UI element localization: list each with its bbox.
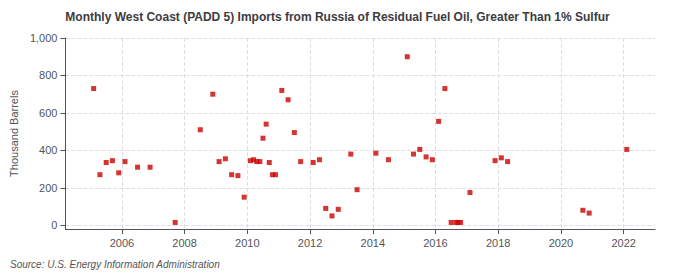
svg-text:800: 800 bbox=[39, 69, 57, 81]
svg-text:0: 0 bbox=[51, 219, 57, 231]
svg-text:Source: U.S. Energy Informatio: Source: U.S. Energy Information Administ… bbox=[10, 259, 220, 270]
svg-text:400: 400 bbox=[39, 144, 57, 156]
svg-text:2018: 2018 bbox=[486, 237, 510, 249]
svg-text:2012: 2012 bbox=[298, 237, 322, 249]
svg-text:2020: 2020 bbox=[549, 237, 573, 249]
svg-text:Thousand Barrels: Thousand Barrels bbox=[8, 90, 20, 177]
svg-text:2008: 2008 bbox=[172, 237, 196, 249]
svg-text:2016: 2016 bbox=[423, 237, 447, 249]
svg-text:2022: 2022 bbox=[611, 237, 635, 249]
svg-text:2010: 2010 bbox=[235, 237, 259, 249]
svg-text:1,000: 1,000 bbox=[30, 32, 58, 44]
svg-text:Monthly West Coast (PADD 5) Im: Monthly West Coast (PADD 5) Imports from… bbox=[65, 10, 610, 24]
svg-text:2006: 2006 bbox=[110, 237, 134, 249]
svg-text:200: 200 bbox=[39, 182, 57, 194]
svg-text:2014: 2014 bbox=[361, 237, 385, 249]
svg-text:600: 600 bbox=[39, 107, 57, 119]
